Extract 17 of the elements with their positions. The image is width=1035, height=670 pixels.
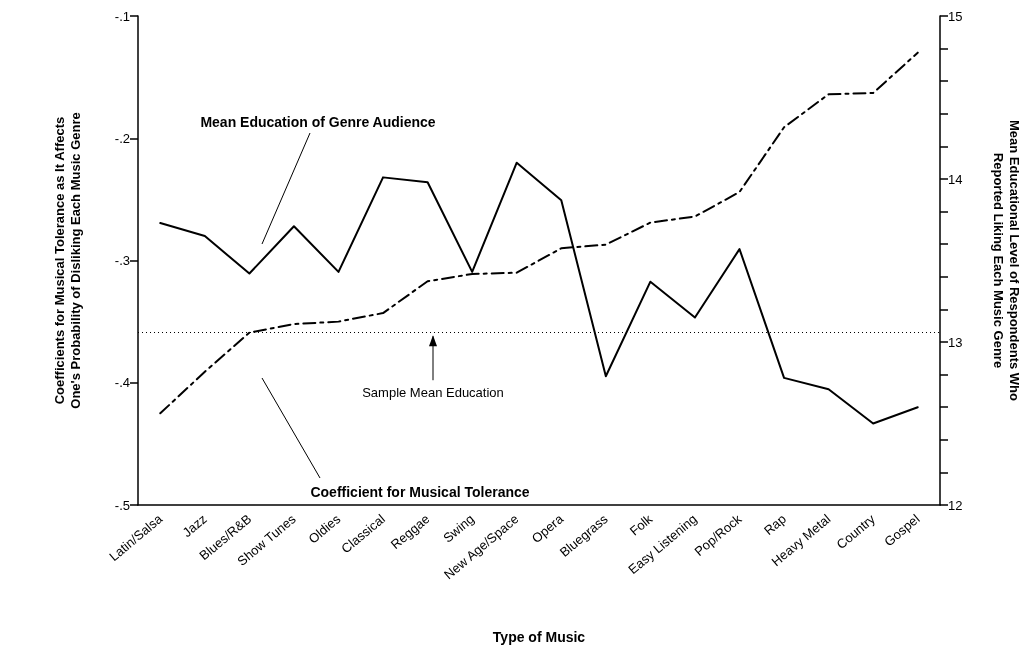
text: Mean Education of Genre Audience	[200, 114, 436, 130]
ref-line-label: Sample Mean Education	[362, 384, 504, 400]
y-tick-label: -.4	[114, 375, 130, 391]
y2-tick-label: 14	[948, 171, 963, 187]
y-axis-title: Coefficients for Musical Tolerance as It Affects One's Probability of Disliking Each Music Genre	[51, 112, 83, 409]
text: Coefficient for Musical Tolerance	[310, 484, 530, 500]
x-axis-title: Type of Music	[492, 629, 586, 645]
y-tick-label: -.5	[114, 497, 130, 513]
x-tick-label: Rap	[760, 511, 789, 539]
y2-tick-label: 12	[948, 497, 963, 513]
y2-tick-label: 15	[948, 8, 963, 24]
y-tick-label: -.1	[114, 8, 130, 24]
y-tick-label: -.3	[114, 253, 130, 268]
y2-tick-label: 13	[948, 334, 963, 350]
y-tick-label: -.2	[114, 130, 130, 146]
x-tick-label: Folk	[626, 510, 656, 539]
y2-axis-title: Mean Educational Level of Respondents Who Reported Liking Each Music Genre	[990, 120, 1022, 402]
